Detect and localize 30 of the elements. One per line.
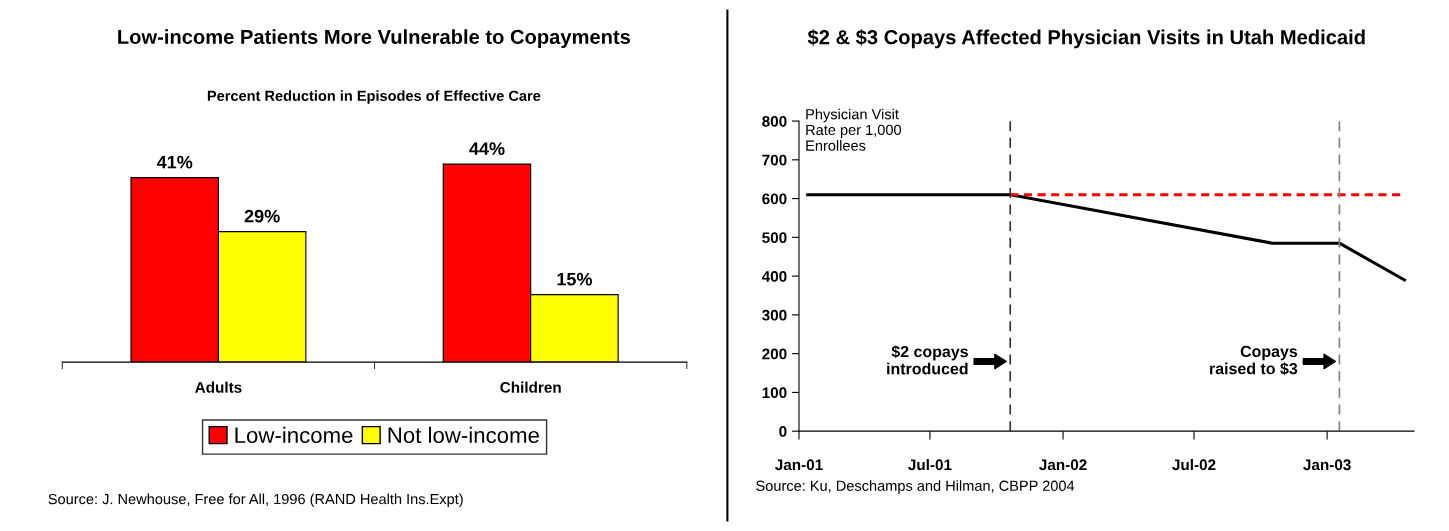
y-tick-label: 100	[762, 387, 787, 399]
y-tick-label: 800	[762, 115, 787, 127]
x-tick-label: Jan-03	[1303, 459, 1351, 471]
y-tick-label: 400	[761, 270, 787, 282]
ref-line-label: Copays raised to $3	[1210, 345, 1298, 376]
data-label: 29%	[244, 209, 280, 223]
x-tick-label: Children	[500, 381, 561, 393]
data-label: 41%	[156, 155, 193, 169]
chart-title: $2 & $3 Copays Affected Physician Visits in Utah Medicaid	[807, 29, 1365, 49]
y-tick-label: 500	[762, 232, 787, 244]
y-axis-title: Physician Visit Rate per 1,000 Enrollees	[806, 108, 902, 151]
source-note: Source: Ku, Deschamps and Hilman, CBPP 2004	[756, 480, 1075, 494]
source-note: Source: J. Newhouse, Free for All, 1996 (RAND Health Ins.Expt)	[48, 493, 463, 508]
legend-label: Low-income	[235, 426, 353, 444]
ref-line-label: $2 copays introduced	[887, 345, 968, 375]
x-tick-label: Jul-02	[1172, 458, 1216, 471]
y-tick-label: 0	[779, 426, 787, 437]
x-tick-label: Jul-01	[908, 458, 952, 471]
data-label: 15%	[557, 272, 593, 286]
y-tick-label: 600	[762, 193, 787, 205]
y-tick-label: 200	[762, 348, 787, 360]
x-tick-label: Adults	[195, 381, 242, 393]
chart-title: Low-income Patients More Vulnerable to Copayments	[118, 29, 631, 48]
y-tick-label: 700	[762, 154, 787, 166]
legend-label: Not low-income	[388, 426, 539, 444]
data-label: 44%	[469, 142, 505, 155]
chart-subtitle: Percent Reduction in Episodes of Effective Care	[207, 90, 541, 104]
x-tick-label: Jan-01	[775, 459, 823, 471]
x-tick-label: Jan-02	[1039, 459, 1087, 471]
y-tick-label: 300	[762, 309, 787, 321]
